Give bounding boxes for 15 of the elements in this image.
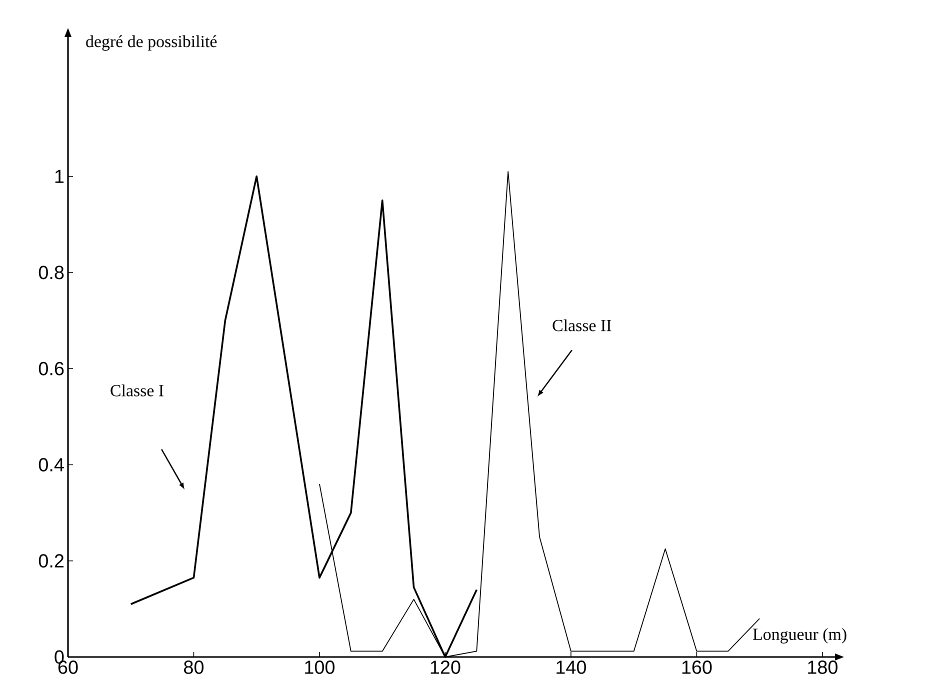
y-tick-label: 0.2 — [38, 554, 64, 568]
y-tick-label: 1 — [55, 170, 64, 183]
x-tick-label: 160 — [682, 660, 712, 674]
y-axis-title: degré de possibilité — [86, 35, 217, 51]
y-tick-label: 0.4 — [38, 458, 64, 472]
x-tick-label: 100 — [305, 660, 335, 674]
x-tick-label: 120 — [430, 660, 460, 674]
x-axis-title: Longueur (m) — [753, 628, 846, 644]
annotation: Classe II — [552, 319, 612, 332]
x-tick-label: 80 — [184, 660, 204, 674]
x-tick-label: 180 — [808, 660, 838, 674]
y-tick-label: 0.8 — [38, 266, 64, 280]
annotation: Classe I — [110, 384, 164, 396]
x-tick-label: 140 — [556, 660, 586, 674]
y-tick-label: 0.6 — [38, 362, 64, 376]
